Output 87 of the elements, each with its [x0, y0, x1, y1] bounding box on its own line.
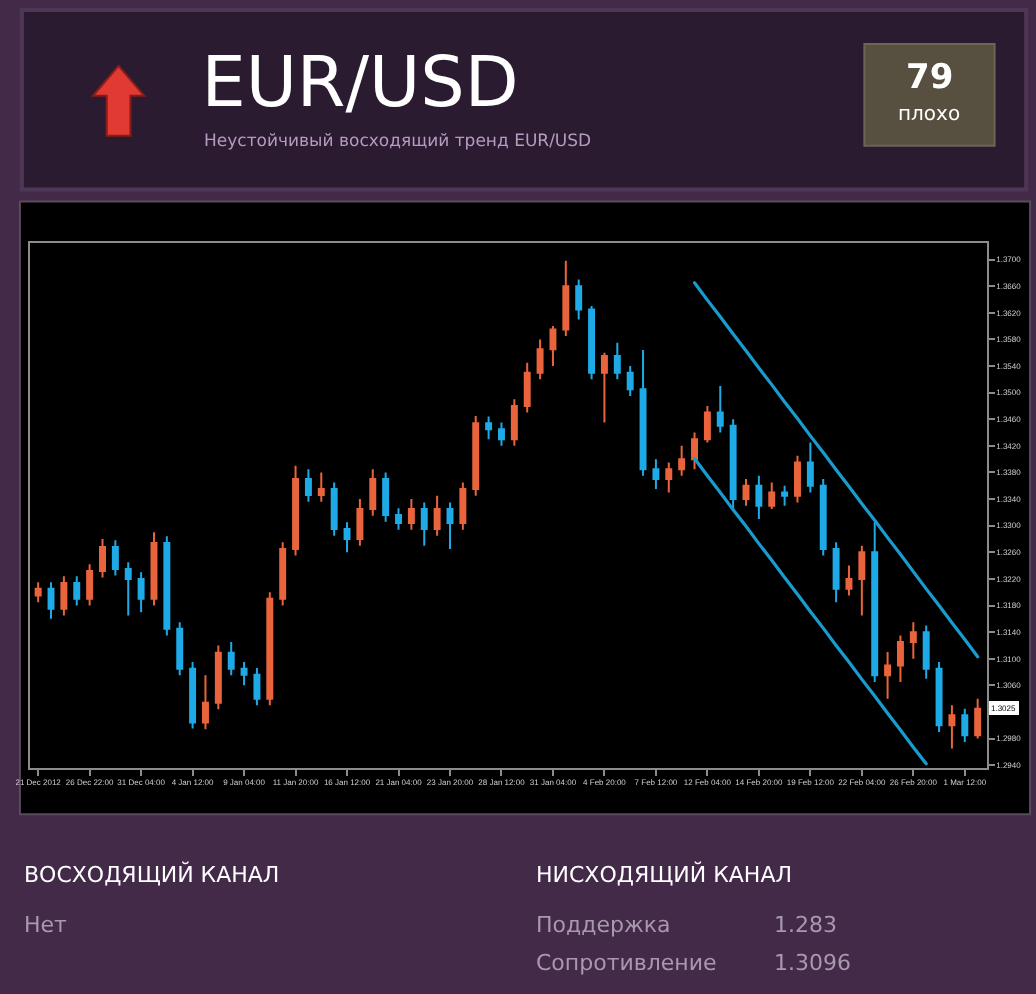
candlestick [845, 564, 853, 597]
candlestick [253, 667, 261, 707]
candlestick [588, 305, 596, 381]
candlestick [330, 481, 338, 537]
candlestick [909, 621, 917, 660]
candlestick [665, 461, 673, 494]
candlestick [227, 641, 235, 677]
candlestick [279, 541, 287, 607]
candlestick [742, 478, 750, 507]
candlestick [575, 278, 583, 321]
candlestick [613, 341, 621, 381]
line-series [692, 456, 928, 766]
text: ВОСХОДЯЩИЙ КАНАЛ [24, 860, 280, 888]
candlestick [240, 661, 248, 687]
candlestick [562, 259, 570, 338]
candlestick [34, 581, 42, 604]
candlestick [433, 494, 441, 537]
candlestick [292, 464, 300, 557]
candlestick [884, 651, 892, 700]
candlestick [729, 418, 737, 511]
chart-title: EUR/USD [201, 44, 519, 125]
candlestick [832, 541, 840, 604]
candlestick [626, 364, 634, 397]
candlestick [974, 697, 982, 740]
candlestick [794, 454, 801, 504]
candlestick [781, 484, 789, 507]
candlestick [961, 707, 969, 743]
candlestick [896, 634, 904, 684]
candlestick [549, 325, 557, 367]
candlestick [485, 415, 493, 441]
candlestick [858, 544, 866, 617]
candlestick [935, 661, 943, 733]
candlestick [356, 498, 364, 547]
text: Сопротивление [536, 950, 717, 976]
candlestick [395, 507, 402, 531]
candlestick [304, 468, 312, 503]
candlestick [600, 351, 608, 424]
candlestick [472, 414, 480, 497]
text: 79 [906, 58, 954, 98]
candlestick [86, 563, 94, 607]
candlestick [768, 481, 776, 511]
candlestick [407, 498, 415, 531]
candlestick [446, 501, 454, 550]
candlestick [214, 644, 222, 711]
line-series [692, 281, 980, 659]
candlestick [652, 458, 660, 491]
candlestick [755, 474, 763, 521]
candlestick [948, 704, 956, 750]
candlestick [691, 431, 698, 471]
text: плохо [898, 104, 961, 126]
candlestick [137, 571, 145, 614]
chart-subtitle: Неустойчивый восходящий тренд EUR/USD [204, 132, 593, 152]
candlestick [678, 444, 686, 477]
candlestick [382, 471, 390, 523]
candlestick [536, 338, 544, 381]
candlestick [317, 471, 325, 503]
candlestick [369, 468, 377, 517]
candlestick [510, 398, 518, 447]
candlestick [819, 478, 827, 557]
text: Нет [24, 912, 69, 938]
candlestick [73, 575, 81, 607]
candlestick [266, 591, 274, 707]
text: 1.3096 [774, 950, 851, 976]
candlestick [703, 404, 711, 444]
candlestick [201, 674, 209, 731]
candlestick [806, 441, 814, 494]
text: НИСХОДЯЩИЙ КАНАЛ [536, 860, 792, 888]
candlestick [523, 361, 531, 414]
candlestick [111, 539, 119, 577]
candlestick [343, 521, 351, 554]
candlestick [60, 575, 68, 617]
candlestick [871, 521, 879, 684]
candlestick [189, 661, 197, 730]
candlestick [420, 501, 428, 547]
candlestick [150, 531, 158, 607]
candlestick [163, 535, 171, 637]
candlestick [922, 624, 930, 680]
candlestick [716, 384, 724, 434]
candlestick [99, 537, 106, 579]
candlestick [176, 621, 184, 677]
text: 1.283 [774, 912, 837, 938]
candlestick [639, 349, 647, 477]
candlestick [47, 581, 55, 620]
text: Поддержка [536, 912, 671, 938]
candlestick [459, 481, 467, 531]
candlestick [124, 561, 132, 617]
candlestick [498, 421, 505, 447]
